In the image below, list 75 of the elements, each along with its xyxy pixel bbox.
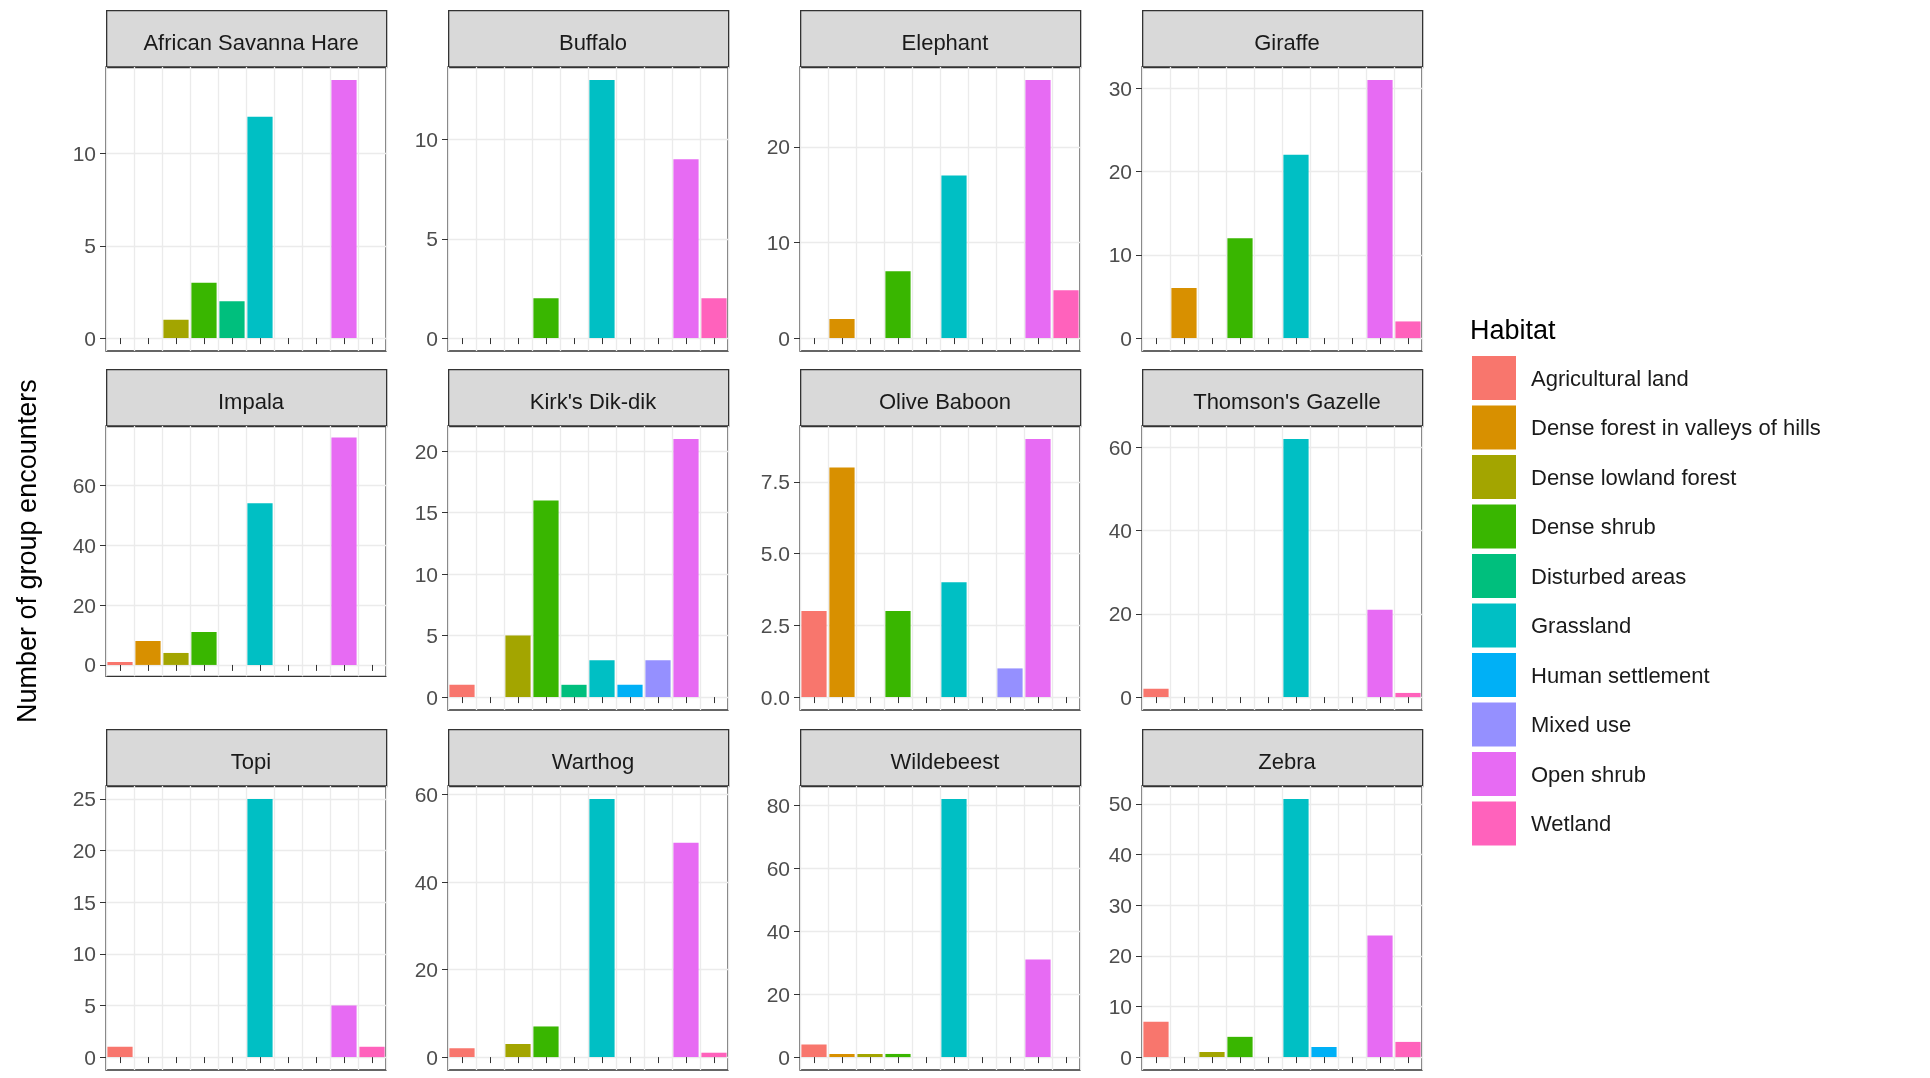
y-tick-label: 60 bbox=[72, 473, 96, 497]
y-tick-label: 0 bbox=[426, 685, 438, 709]
y-tick-label: 20 bbox=[766, 982, 790, 1006]
y-tick-label: 0.0 bbox=[760, 685, 790, 709]
chart-title: Impala bbox=[217, 388, 285, 414]
y-tick-label: 20 bbox=[72, 839, 96, 863]
y-tick-label: 15 bbox=[414, 501, 438, 525]
legend-label: Dense forest in valleys of hills bbox=[1531, 415, 1821, 440]
y-tick-label: 10 bbox=[414, 127, 438, 151]
legend-label: Grassland bbox=[1531, 613, 1632, 638]
y-tick-label: 20 bbox=[1108, 602, 1132, 626]
chart-title: African Savanna Hare bbox=[143, 29, 359, 55]
y-tick-label: 15 bbox=[72, 890, 96, 914]
y-tick-label: 30 bbox=[1108, 76, 1132, 100]
y-tick-label: 20 bbox=[1108, 160, 1132, 184]
y-tick-label: 60 bbox=[1108, 435, 1132, 459]
chart-title: Zebra bbox=[1258, 748, 1317, 774]
y-tick-label: 30 bbox=[1108, 893, 1132, 917]
legend-title: Habitat bbox=[1470, 314, 1557, 345]
legend-label: Agricultural land bbox=[1531, 365, 1689, 391]
chart-title: Buffalo bbox=[558, 29, 628, 55]
y-tick-label: 40 bbox=[414, 870, 438, 894]
y-tick-label: 40 bbox=[72, 533, 96, 557]
y-tick-label: 40 bbox=[766, 919, 790, 943]
y-tick-label: 20 bbox=[72, 593, 96, 617]
chart-title: Warthog bbox=[551, 748, 635, 774]
chart-title: Kirk's Dik-dik bbox=[529, 388, 658, 414]
legend-label: Dense lowland forest bbox=[1531, 464, 1737, 490]
y-tick-label: 20 bbox=[1108, 944, 1132, 968]
y-tick-label: 10 bbox=[766, 230, 790, 254]
y-tick-label: 10 bbox=[1108, 994, 1132, 1018]
y-tick-label: 20 bbox=[766, 135, 790, 159]
chart-title: Giraffe bbox=[1254, 29, 1320, 55]
y-tick-label: 5 bbox=[426, 624, 438, 648]
chart-title: Topi bbox=[230, 748, 272, 774]
y-tick-label: 20 bbox=[414, 439, 438, 463]
y-tick-label: 10 bbox=[1108, 243, 1132, 267]
y-tick-label: 0 bbox=[1120, 326, 1132, 350]
chart-title: Elephant bbox=[901, 29, 989, 55]
y-tick-label: 5 bbox=[84, 993, 96, 1017]
y-tick-label: 10 bbox=[72, 942, 96, 966]
y-tick-label: 0 bbox=[426, 326, 438, 350]
y-tick-label: 0 bbox=[426, 1045, 438, 1069]
y-tick-label: 20 bbox=[414, 958, 438, 982]
legend-label: Wetland bbox=[1531, 811, 1612, 836]
y-tick-label: 0 bbox=[778, 326, 790, 350]
y-tick-label: 0 bbox=[84, 326, 96, 350]
y-tick-label: 0 bbox=[84, 653, 96, 677]
chart-title: Olive Baboon bbox=[878, 388, 1012, 414]
y-tick-label: 5 bbox=[426, 227, 438, 251]
y-tick-label: 80 bbox=[766, 793, 790, 817]
legend-label: Mixed use bbox=[1531, 712, 1632, 737]
legend-label: Open shrub bbox=[1531, 761, 1646, 787]
y-tick-label: 0 bbox=[778, 1045, 790, 1069]
y-tick-label: 2.5 bbox=[760, 613, 790, 637]
y-axis-title: Number of group encounters bbox=[11, 379, 42, 723]
legend-label: Human settlement bbox=[1531, 662, 1710, 688]
legend-label: Disturbed areas bbox=[1531, 563, 1687, 589]
y-tick-label: 0 bbox=[1120, 685, 1132, 709]
legend-label: Dense shrub bbox=[1531, 514, 1656, 539]
chart-title: Wildebeest bbox=[890, 748, 1000, 774]
chart-title: Thomson's Gazelle bbox=[1193, 388, 1381, 414]
y-tick-label: 5 bbox=[84, 234, 96, 258]
y-tick-label: 0 bbox=[1120, 1045, 1132, 1069]
y-tick-label: 60 bbox=[414, 783, 438, 807]
y-tick-label: 40 bbox=[1108, 843, 1132, 867]
y-tick-label: 5.0 bbox=[760, 542, 790, 566]
y-tick-label: 7.5 bbox=[760, 470, 790, 494]
y-tick-label: 50 bbox=[1108, 792, 1132, 816]
y-tick-label: 10 bbox=[72, 142, 96, 166]
y-tick-label: 25 bbox=[72, 787, 96, 811]
y-tick-label: 10 bbox=[414, 562, 438, 586]
y-tick-label: 40 bbox=[1108, 519, 1132, 543]
y-tick-label: 60 bbox=[766, 856, 790, 880]
y-tick-label: 0 bbox=[84, 1045, 96, 1069]
